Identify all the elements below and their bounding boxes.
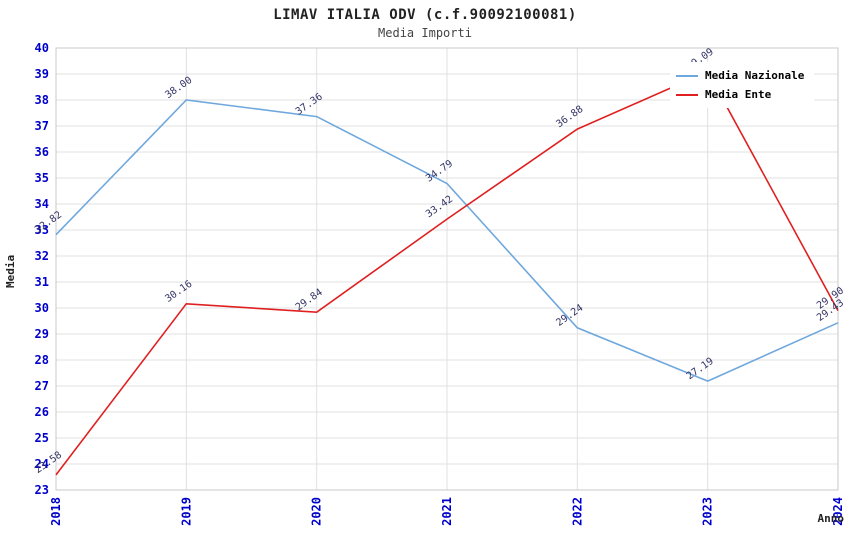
- legend-item-media-ente: Media Ente: [676, 85, 804, 104]
- svg-text:30: 30: [35, 301, 49, 315]
- legend-label-media-ente: Media Ente: [705, 88, 772, 101]
- svg-text:37: 37: [35, 119, 49, 133]
- svg-text:32: 32: [35, 249, 49, 263]
- svg-text:39: 39: [35, 67, 49, 81]
- svg-text:34.79: 34.79: [424, 158, 455, 184]
- svg-text:25: 25: [35, 431, 49, 445]
- svg-text:28: 28: [35, 353, 49, 367]
- legend: Media Nazionale Media Ente: [670, 62, 815, 108]
- svg-text:30.16: 30.16: [163, 279, 194, 305]
- svg-text:23.58: 23.58: [33, 450, 64, 476]
- svg-text:38: 38: [35, 93, 49, 107]
- x-tick-labels: 2018 2019 2020 2021 2022 2023 2024: [49, 497, 845, 526]
- svg-text:2023: 2023: [701, 497, 715, 526]
- svg-text:33: 33: [35, 223, 49, 237]
- svg-text:29: 29: [35, 327, 49, 341]
- svg-text:23: 23: [35, 483, 49, 497]
- svg-text:2021: 2021: [440, 497, 454, 526]
- svg-text:24: 24: [35, 457, 49, 471]
- svg-text:26: 26: [35, 405, 49, 419]
- svg-text:2020: 2020: [310, 497, 324, 526]
- svg-text:37.36: 37.36: [294, 91, 325, 117]
- svg-text:27: 27: [35, 379, 49, 393]
- svg-text:40: 40: [35, 41, 49, 55]
- svg-text:2024: 2024: [831, 497, 845, 526]
- svg-text:2022: 2022: [570, 497, 584, 526]
- svg-text:35: 35: [35, 171, 49, 185]
- svg-text:2019: 2019: [179, 497, 193, 526]
- series-line-media-nazionale: [55, 99, 839, 382]
- y-axis-title: Media: [4, 254, 17, 288]
- svg-text:31: 31: [35, 275, 49, 289]
- svg-text:34: 34: [35, 197, 49, 211]
- legend-item-media-nazionale: Media Nazionale: [676, 66, 804, 85]
- svg-text:38.00: 38.00: [163, 75, 194, 101]
- legend-line-swatch-media-ente: [676, 93, 698, 96]
- x-axis-title: Anno: [817, 512, 845, 525]
- chart-title: LIMAV ITALIA ODV (c.f.90092100081): [273, 7, 577, 23]
- chart-subtitle: Media Importi: [378, 26, 472, 40]
- plot-frame: [55, 47, 839, 491]
- svg-text:36: 36: [35, 145, 49, 159]
- svg-text:2018: 2018: [49, 497, 63, 526]
- y-tick-labels: 23 24 25 26 27 28 29 30 31 32 33 34 35 36 37 38 39 40: [35, 41, 49, 497]
- legend-label-media-nazionale: Media Nazionale: [705, 69, 805, 82]
- legend-line-swatch-media-nazionale: [676, 74, 698, 77]
